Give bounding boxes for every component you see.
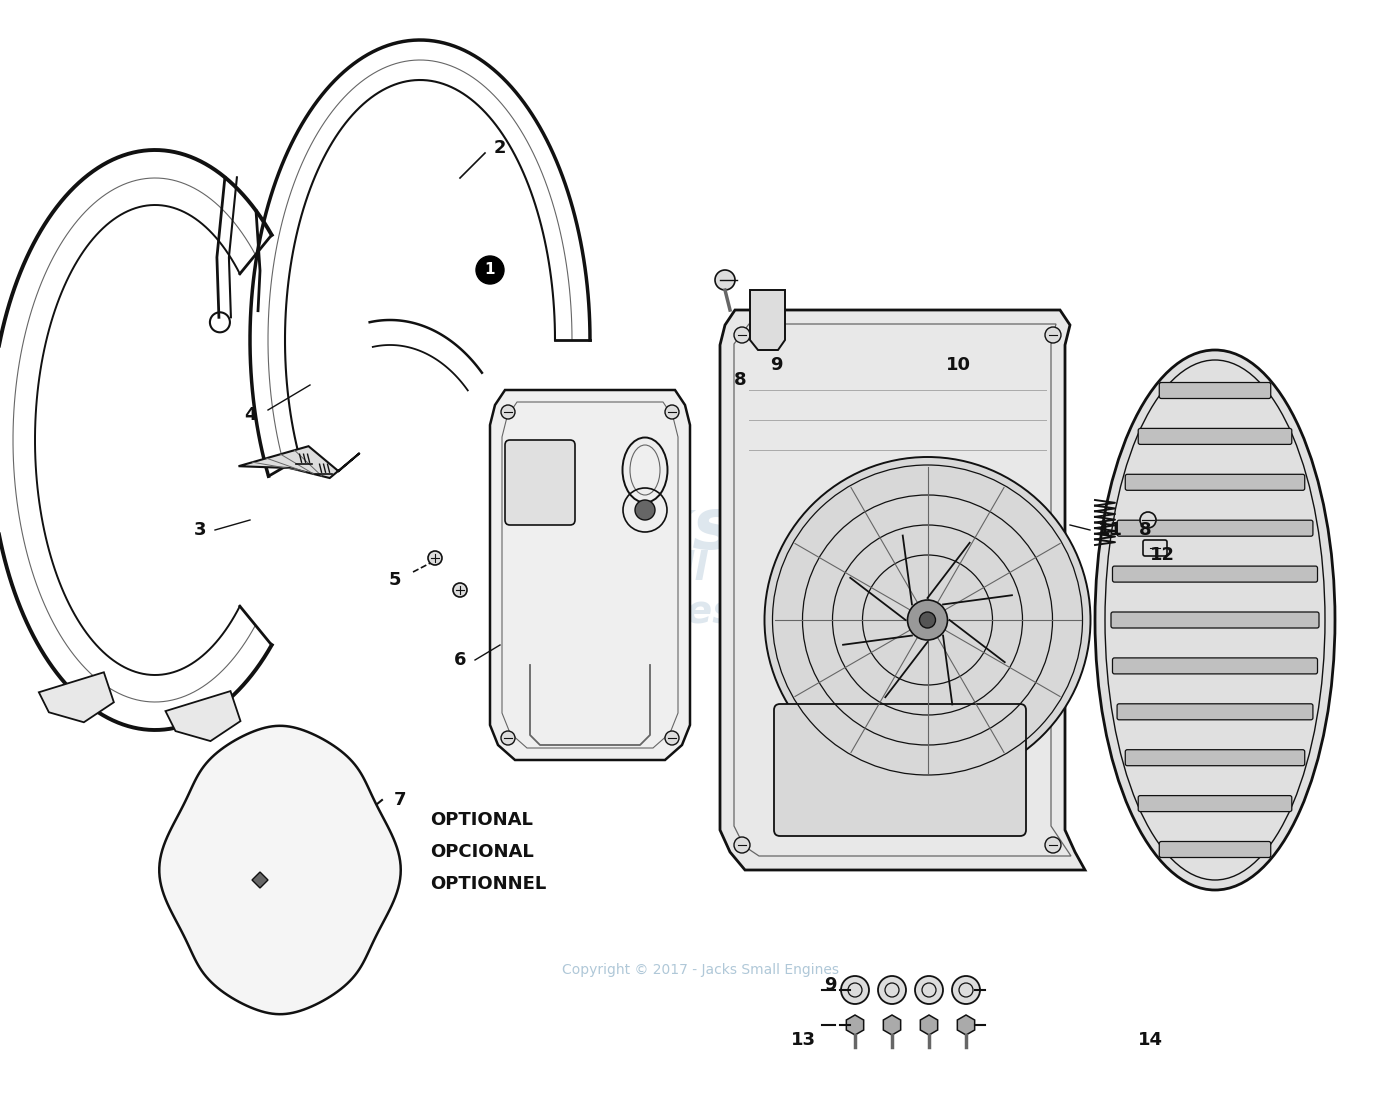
Text: 11: 11 [1098,521,1123,539]
FancyBboxPatch shape [1112,612,1319,627]
Text: 10: 10 [945,357,970,374]
Polygon shape [160,726,400,1015]
Polygon shape [165,691,241,742]
Text: OPTIONAL: OPTIONAL [430,811,533,829]
Circle shape [454,583,468,597]
Circle shape [907,600,948,640]
Circle shape [636,500,655,520]
Polygon shape [958,1015,974,1034]
Polygon shape [750,290,785,350]
Circle shape [476,256,504,284]
FancyBboxPatch shape [1117,520,1313,536]
Polygon shape [720,310,1085,870]
Text: small
engines: small engines [564,548,736,631]
Text: 12: 12 [1149,546,1175,564]
Circle shape [734,837,750,853]
FancyBboxPatch shape [774,704,1026,836]
Polygon shape [252,872,267,887]
Text: 5: 5 [389,572,402,589]
Circle shape [878,976,906,1004]
Text: 3: 3 [193,521,206,539]
Circle shape [428,551,442,565]
Circle shape [764,457,1091,783]
Text: 9: 9 [770,357,783,374]
Circle shape [952,976,980,1004]
Text: 2: 2 [494,139,507,157]
Circle shape [501,405,515,419]
FancyBboxPatch shape [505,440,575,525]
Polygon shape [503,402,678,748]
FancyBboxPatch shape [1138,795,1292,812]
Polygon shape [920,1015,938,1034]
Text: 1: 1 [484,262,496,278]
Polygon shape [883,1015,900,1034]
FancyBboxPatch shape [1117,704,1313,720]
FancyBboxPatch shape [1138,429,1292,444]
Circle shape [1044,837,1061,853]
FancyBboxPatch shape [1126,749,1305,766]
Text: 14: 14 [1137,1031,1162,1049]
Circle shape [916,976,944,1004]
Polygon shape [238,446,360,478]
FancyBboxPatch shape [1159,383,1271,398]
Circle shape [715,270,735,290]
FancyBboxPatch shape [1113,658,1317,674]
Polygon shape [490,391,690,760]
FancyBboxPatch shape [1142,540,1168,556]
Text: 7: 7 [393,791,406,808]
FancyBboxPatch shape [1113,566,1317,583]
Polygon shape [847,1015,864,1034]
Circle shape [1044,327,1061,343]
Text: Copyright © 2017 - Jacks Small Engines: Copyright © 2017 - Jacks Small Engines [561,963,839,977]
Text: 13: 13 [791,1031,815,1049]
Text: jacks°: jacks° [528,496,771,565]
Text: 9: 9 [823,976,836,994]
Text: 6: 6 [454,651,466,669]
FancyBboxPatch shape [1126,474,1305,490]
Polygon shape [734,324,1071,856]
Text: OPCIONAL: OPCIONAL [430,842,533,861]
Text: OPTIONNEL: OPTIONNEL [430,875,546,893]
Text: 8: 8 [1138,521,1151,539]
Circle shape [665,731,679,745]
Circle shape [665,405,679,419]
Circle shape [920,612,935,627]
Text: 4: 4 [244,406,256,425]
Circle shape [1140,512,1156,528]
Polygon shape [39,672,113,722]
Circle shape [734,327,750,343]
FancyBboxPatch shape [1159,841,1271,858]
Ellipse shape [1095,350,1336,890]
Circle shape [841,976,869,1004]
Circle shape [501,731,515,745]
Text: 8: 8 [734,371,746,389]
